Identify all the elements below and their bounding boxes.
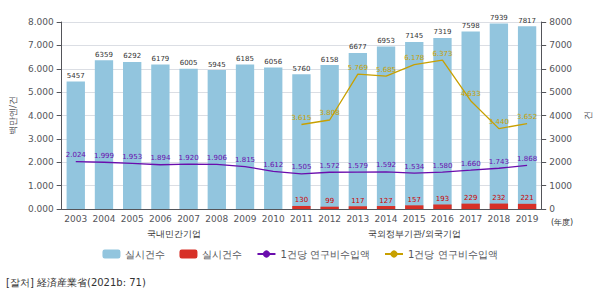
svg-text:2006: 2006: [149, 214, 172, 224]
svg-text:221: 221: [520, 194, 533, 202]
svg-text:1.920: 1.920: [179, 154, 199, 162]
svg-text:6.178: 6.178: [404, 54, 424, 62]
svg-text:6179: 6179: [151, 55, 169, 63]
svg-text:2009: 2009: [234, 214, 257, 224]
svg-text:1.906: 1.906: [207, 154, 228, 162]
svg-text:117: 117: [351, 197, 364, 205]
svg-text:6158: 6158: [321, 56, 339, 64]
svg-text:2007: 2007: [177, 214, 200, 224]
svg-text:2.000: 2.000: [28, 157, 54, 167]
svg-text:2005: 2005: [121, 214, 144, 224]
svg-text:99: 99: [325, 197, 334, 205]
svg-text:0.000: 0.000: [28, 204, 54, 214]
svg-text:1.868: 1.868: [517, 155, 537, 163]
svg-text:1.572: 1.572: [320, 162, 340, 170]
svg-text:(年度): (年度): [551, 218, 573, 227]
svg-text:건: 건: [583, 111, 593, 120]
svg-text:2012: 2012: [318, 214, 341, 224]
svg-text:1.743: 1.743: [489, 158, 509, 166]
svg-text:229: 229: [464, 194, 477, 202]
svg-text:6.000: 6.000: [28, 64, 54, 74]
svg-text:6677: 6677: [349, 43, 367, 51]
svg-text:2000: 2000: [549, 157, 572, 167]
svg-text:2003: 2003: [64, 214, 87, 224]
svg-text:5.769: 5.769: [348, 64, 368, 72]
svg-text:7319: 7319: [434, 28, 452, 36]
svg-text:7000: 7000: [549, 40, 572, 50]
svg-text:1.815: 1.815: [235, 156, 255, 164]
svg-text:5945: 5945: [208, 61, 226, 69]
svg-text:2.024: 2.024: [66, 151, 87, 159]
svg-text:8.000: 8.000: [28, 17, 54, 27]
svg-text:2014: 2014: [375, 214, 398, 224]
svg-text:6292: 6292: [123, 52, 141, 60]
svg-text:6005: 6005: [180, 59, 198, 67]
svg-text:6056: 6056: [264, 58, 282, 66]
svg-text:3.615: 3.615: [291, 114, 311, 122]
svg-text:2011: 2011: [290, 214, 313, 224]
svg-text:1.580: 1.580: [432, 162, 452, 170]
svg-text:232: 232: [492, 194, 505, 202]
svg-text:5760: 5760: [293, 65, 311, 73]
svg-text:5457: 5457: [67, 72, 85, 80]
svg-text:6.373: 6.373: [432, 50, 452, 58]
svg-text:[잘처] 経済産業省(2021b: 71): [잘처] 経済産業省(2021b: 71): [6, 277, 146, 288]
svg-text:1.953: 1.953: [122, 153, 142, 161]
svg-text:4.000: 4.000: [28, 111, 54, 121]
svg-text:1.505: 1.505: [291, 163, 311, 171]
svg-text:5.685: 5.685: [376, 66, 396, 74]
svg-text:127: 127: [379, 197, 392, 205]
svg-text:157: 157: [408, 196, 421, 204]
svg-text:1.000: 1.000: [28, 181, 54, 191]
svg-text:1.534: 1.534: [404, 163, 425, 171]
svg-text:1.999: 1.999: [94, 152, 114, 160]
svg-text:2004: 2004: [93, 214, 116, 224]
svg-text:5000: 5000: [549, 87, 572, 97]
svg-text:1000: 1000: [549, 181, 572, 191]
svg-text:6000: 6000: [549, 64, 572, 74]
svg-text:2013: 2013: [346, 214, 369, 224]
svg-text:국외정부기관/외국기업: 국외정부기관/외국기업: [368, 229, 461, 239]
svg-text:7817: 7817: [518, 17, 536, 25]
svg-text:5.000: 5.000: [28, 87, 54, 97]
svg-text:실시건수: 실시건수: [125, 249, 165, 260]
svg-text:3.808: 3.808: [320, 109, 340, 117]
svg-text:6185: 6185: [236, 55, 254, 63]
svg-text:7598: 7598: [462, 22, 480, 30]
svg-text:6359: 6359: [95, 51, 113, 59]
svg-text:4.633: 4.633: [461, 90, 481, 98]
svg-text:3000: 3000: [549, 134, 572, 144]
svg-text:1.612: 1.612: [263, 161, 283, 169]
svg-text:3.000: 3.000: [28, 134, 54, 144]
svg-text:1.660: 1.660: [461, 160, 481, 168]
svg-text:실시건수: 실시건수: [202, 249, 242, 260]
svg-text:2015: 2015: [403, 214, 426, 224]
svg-text:3.652: 3.652: [517, 113, 537, 121]
svg-text:2019: 2019: [516, 214, 539, 224]
svg-text:2018: 2018: [487, 214, 510, 224]
svg-text:2008: 2008: [205, 214, 228, 224]
svg-text:4000: 4000: [549, 111, 572, 121]
svg-text:2017: 2017: [459, 214, 482, 224]
svg-text:193: 193: [436, 195, 449, 203]
svg-text:7145: 7145: [405, 32, 423, 40]
svg-text:2016: 2016: [431, 214, 454, 224]
svg-text:백만엔/건: 백만엔/건: [8, 96, 18, 135]
svg-text:130: 130: [295, 196, 308, 204]
svg-text:8000: 8000: [549, 17, 572, 27]
svg-text:7939: 7939: [490, 14, 508, 22]
svg-text:0: 0: [549, 204, 555, 214]
svg-text:1.579: 1.579: [348, 162, 368, 170]
svg-text:1.894: 1.894: [150, 154, 171, 162]
svg-text:1건당 연구비수입액: 1건당 연구비수입액: [280, 249, 370, 260]
svg-text:국내민간기업: 국내민간기업: [147, 229, 201, 239]
svg-text:1.592: 1.592: [376, 161, 396, 169]
svg-text:1건당 연구비수입액: 1건당 연구비수입액: [408, 249, 498, 260]
svg-text:7.000: 7.000: [28, 40, 54, 50]
svg-text:3.440: 3.440: [489, 118, 509, 126]
svg-text:2010: 2010: [262, 214, 285, 224]
svg-text:6953: 6953: [377, 37, 395, 45]
